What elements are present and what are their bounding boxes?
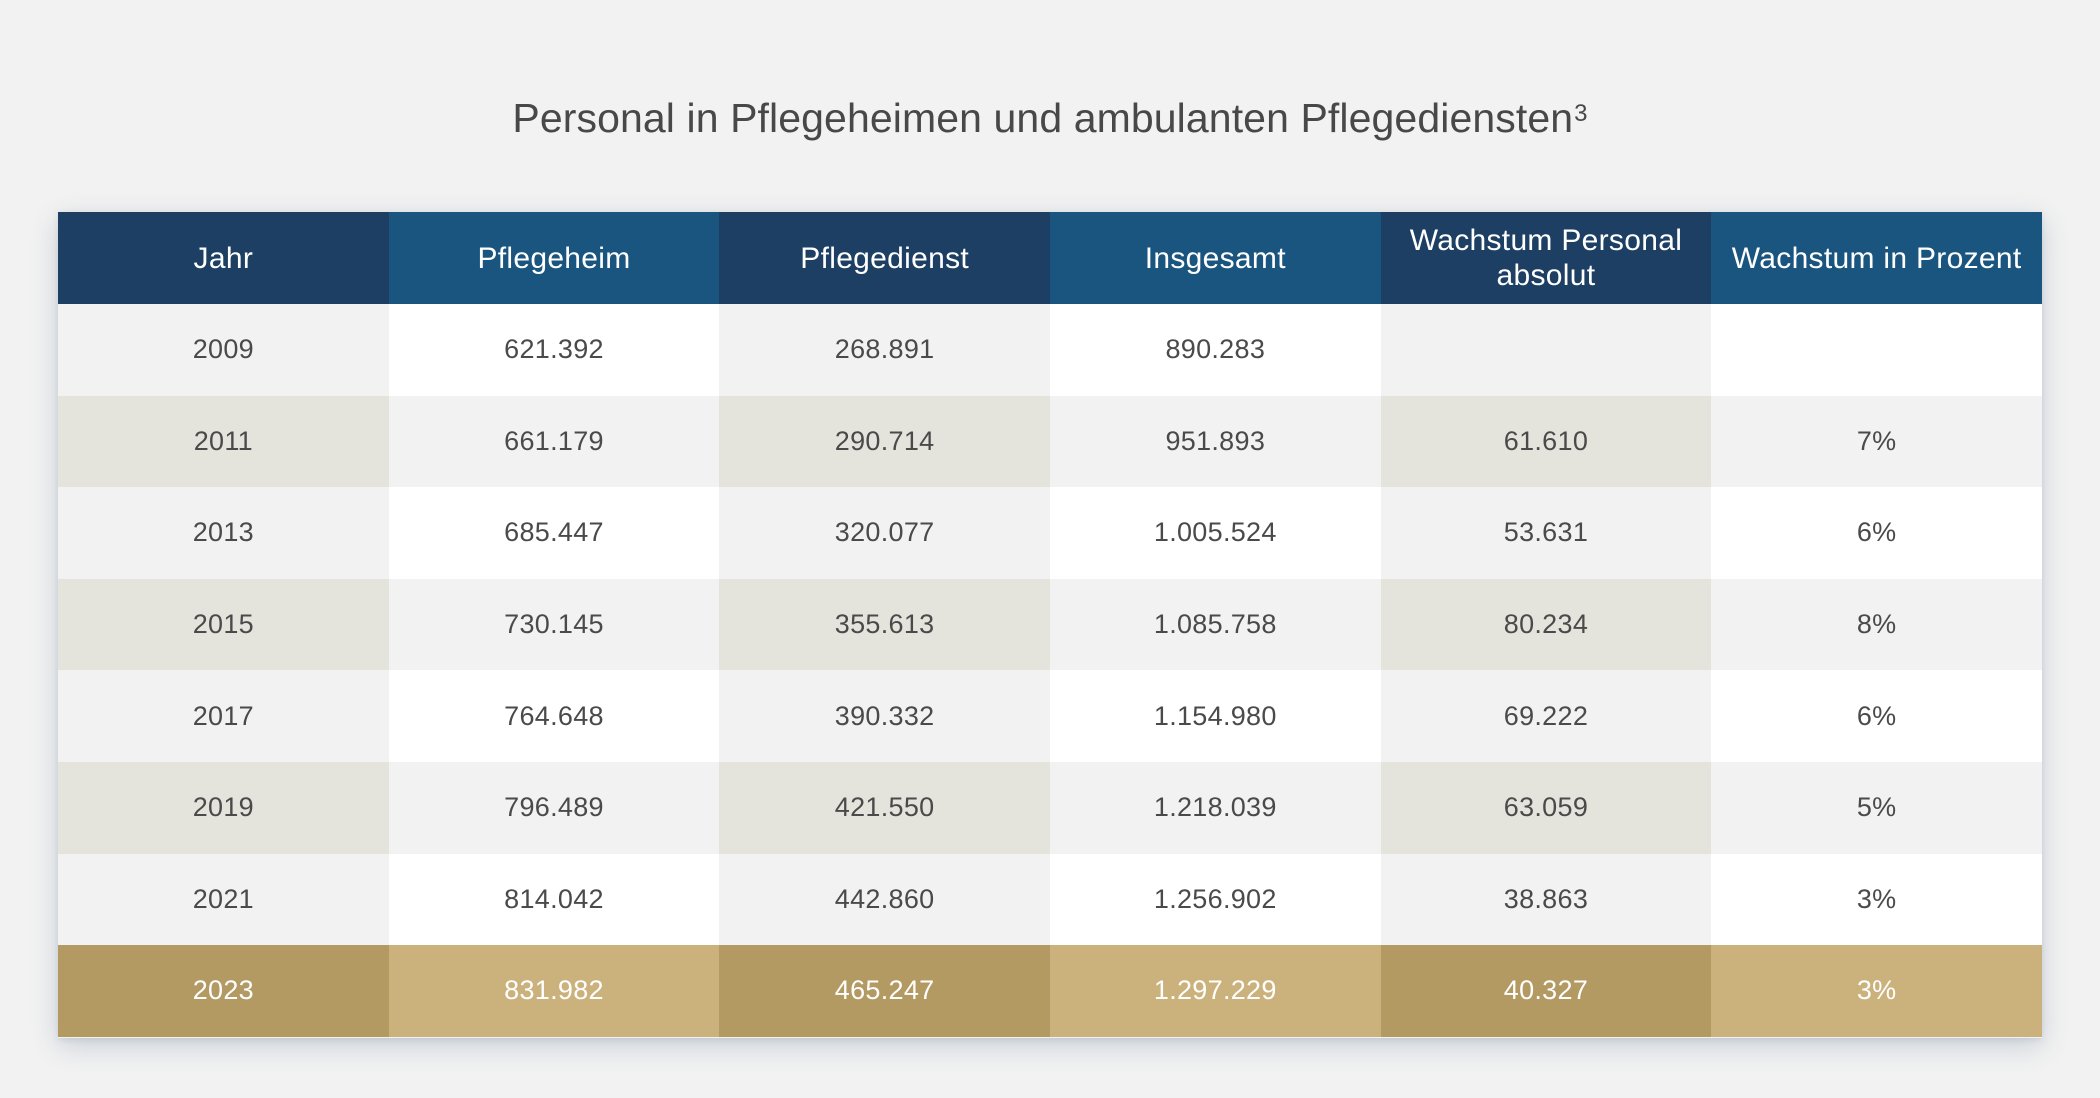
cell-pflegeheim: 661.179 xyxy=(388,395,720,488)
cell-wachstum-absolut: 40.327 xyxy=(1380,945,1712,1037)
header-jahr: Jahr xyxy=(58,212,389,304)
cell-wachstum-prozent xyxy=(1711,304,2042,396)
cell-insgesamt: 1.218.039 xyxy=(1049,761,1381,854)
cell-pflegeheim: 814.042 xyxy=(388,853,720,946)
cell-insgesamt: 1.085.758 xyxy=(1049,578,1381,671)
cell-insgesamt: 1.154.980 xyxy=(1049,670,1381,762)
cell-pflegeheim: 621.392 xyxy=(388,304,720,396)
cell-wachstum-absolut xyxy=(1380,304,1712,396)
cell-pflegedienst: 390.332 xyxy=(719,670,1050,762)
cell-wachstum-absolut: 38.863 xyxy=(1380,853,1712,946)
table-header-row: Jahr Pflegeheim Pflegedienst Insgesamt W… xyxy=(58,212,2042,304)
cell-pflegedienst: 421.550 xyxy=(719,761,1050,854)
cell-jahr: 2019 xyxy=(58,761,389,854)
cell-wachstum-prozent: 3% xyxy=(1711,853,2042,946)
cell-pflegeheim: 685.447 xyxy=(388,487,720,579)
cell-wachstum-prozent: 6% xyxy=(1711,670,2042,762)
cell-pflegeheim: 764.648 xyxy=(388,670,720,762)
cell-jahr: 2009 xyxy=(58,304,389,396)
cell-insgesamt: 1.005.524 xyxy=(1049,487,1381,579)
table-row: 2019 796.489 421.550 1.218.039 63.059 5% xyxy=(58,761,2042,854)
table-row: 2017 764.648 390.332 1.154.980 69.222 6% xyxy=(58,670,2042,762)
cell-wachstum-absolut: 80.234 xyxy=(1380,578,1712,671)
cell-insgesamt: 1.256.902 xyxy=(1049,853,1381,946)
cell-wachstum-prozent: 6% xyxy=(1711,487,2042,579)
cell-jahr: 2015 xyxy=(58,578,389,671)
cell-wachstum-prozent: 3% xyxy=(1711,945,2042,1037)
cell-wachstum-absolut: 69.222 xyxy=(1380,670,1712,762)
header-wachstum-prozent: Wachstum in Prozent xyxy=(1711,212,2042,304)
cell-pflegeheim: 730.145 xyxy=(388,578,720,671)
table-row: 2011 661.179 290.714 951.893 61.610 7% xyxy=(58,395,2042,488)
header-pflegeheim: Pflegeheim xyxy=(388,212,720,304)
cell-jahr: 2017 xyxy=(58,670,389,762)
table-row: 2013 685.447 320.077 1.005.524 53.631 6% xyxy=(58,487,2042,579)
cell-insgesamt: 890.283 xyxy=(1049,304,1381,396)
cell-wachstum-prozent: 7% xyxy=(1711,395,2042,488)
cell-jahr: 2023 xyxy=(58,945,389,1037)
cell-insgesamt: 1.297.229 xyxy=(1049,945,1381,1037)
cell-wachstum-prozent: 8% xyxy=(1711,578,2042,671)
table-body: 2009 621.392 268.891 890.283 2011 661.179 290.… xyxy=(58,304,2042,1037)
header-wachstum-absolut: Wachstum Personal absolut xyxy=(1380,212,1712,304)
header-pflegedienst: Pflegedienst xyxy=(719,212,1050,304)
table-row: 2023 831.982 465.247 1.297.229 40.327 3% xyxy=(58,945,2042,1037)
cell-wachstum-absolut: 53.631 xyxy=(1380,487,1712,579)
cell-pflegedienst: 465.247 xyxy=(719,945,1050,1037)
header-insgesamt: Insgesamt xyxy=(1049,212,1381,304)
cell-pflegedienst: 268.891 xyxy=(719,304,1050,396)
cell-pflegedienst: 355.613 xyxy=(719,578,1050,671)
cell-wachstum-absolut: 63.059 xyxy=(1380,761,1712,854)
cell-insgesamt: 951.893 xyxy=(1049,395,1381,488)
cell-pflegedienst: 320.077 xyxy=(719,487,1050,579)
cell-jahr: 2011 xyxy=(58,395,389,488)
cell-wachstum-prozent: 5% xyxy=(1711,761,2042,854)
cell-pflegeheim: 831.982 xyxy=(388,945,720,1037)
data-table: Jahr Pflegeheim Pflegedienst Insgesamt W… xyxy=(58,212,2042,1037)
table-row: 2015 730.145 355.613 1.085.758 80.234 8% xyxy=(58,578,2042,671)
table-row: 2021 814.042 442.860 1.256.902 38.863 3% xyxy=(58,853,2042,946)
table-row: 2009 621.392 268.891 890.283 xyxy=(58,304,2042,396)
cell-pflegeheim: 796.489 xyxy=(388,761,720,854)
chart-title-text: Personal in Pflegeheimen und ambulanten … xyxy=(512,95,1574,141)
cell-pflegedienst: 290.714 xyxy=(719,395,1050,488)
cell-wachstum-absolut: 61.610 xyxy=(1380,395,1712,488)
title-footnote-marker: 3 xyxy=(1574,100,1588,127)
cell-jahr: 2021 xyxy=(58,853,389,946)
data-table-container: Jahr Pflegeheim Pflegedienst Insgesamt W… xyxy=(58,212,2042,1038)
cell-jahr: 2013 xyxy=(58,487,389,579)
chart-title: Personal in Pflegeheimen und ambulanten … xyxy=(0,88,2100,148)
cell-pflegedienst: 442.860 xyxy=(719,853,1050,946)
